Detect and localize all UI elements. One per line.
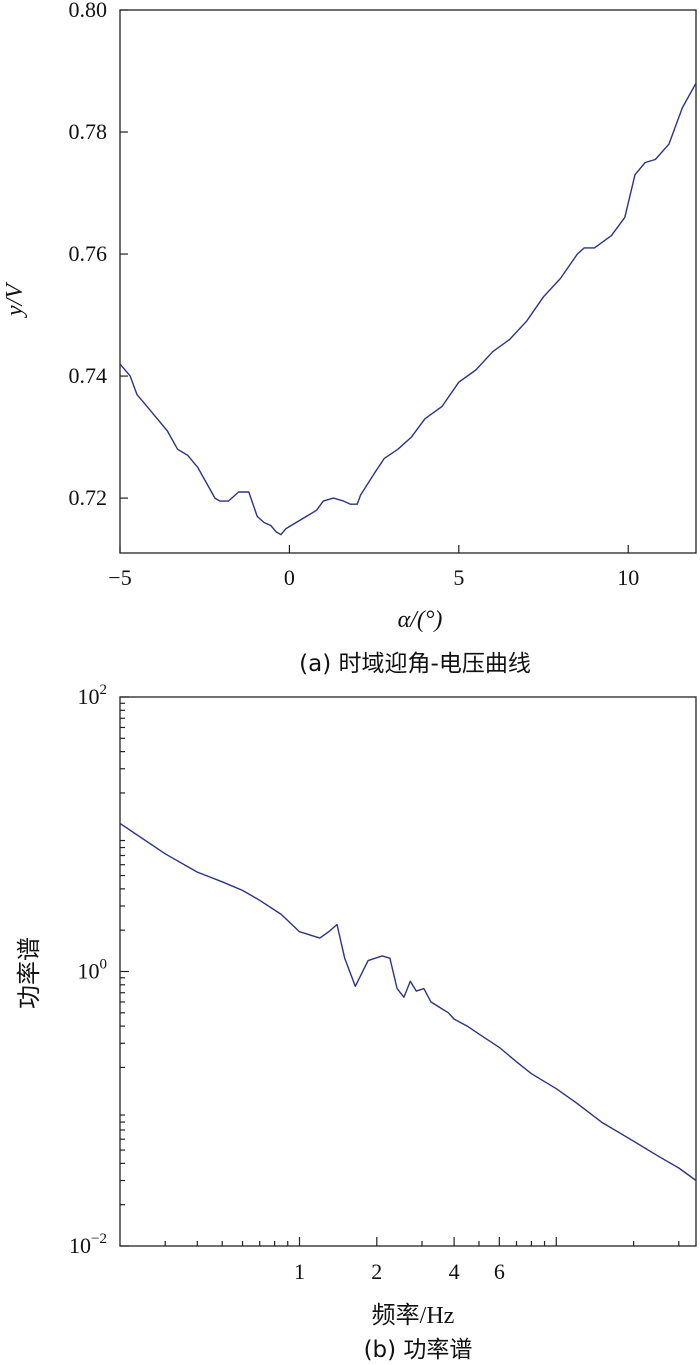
- panel-b-y-tick-label: 102: [78, 682, 108, 709]
- panel-a-caption: (a) 时域迎角-电压曲线: [299, 651, 531, 677]
- panel-b-x-tick-label: 1: [294, 1259, 305, 1284]
- panel-b-x-tick-label: 6: [494, 1259, 505, 1284]
- panel-a-y-tick-label: 0.72: [69, 485, 108, 510]
- panel-a-x-tick-label: 10: [617, 565, 639, 590]
- panel-b-x-tick-label: 4: [449, 1259, 460, 1284]
- panel-b-y-tick-label: 10−2: [69, 1231, 107, 1258]
- panel-b-caption: (b) 功率谱: [364, 1337, 473, 1363]
- panel-a-plot-frame: [119, 9, 697, 554]
- panel-b-y-axis-label: 功率谱: [16, 937, 43, 1009]
- panel-a-y-tick-label: 0.74: [69, 363, 108, 388]
- panel-a-x-tick-label: 0: [284, 565, 295, 590]
- panel-b-series-line: [119, 822, 697, 1182]
- panel-b-power-spectrum: 1 2 4 6 10−2 100 102 功率谱 频率/Hz (b) 功率谱: [16, 682, 697, 1363]
- panel-b-ticks: 1 2 4 6 10−2 100 102: [69, 682, 680, 1284]
- panel-a-x-tick-label: 5: [453, 565, 464, 590]
- panel-b-y-tick-label: 100: [78, 957, 108, 984]
- panel-b-x-tick-label: 2: [371, 1259, 382, 1284]
- panel-a-y-tick-label: 0.80: [69, 0, 108, 22]
- panel-a-y-tick-label: 0.76: [69, 241, 108, 266]
- panel-b-plot-frame: [119, 696, 697, 1247]
- panel-b-x-axis-label: 频率/Hz: [372, 1302, 455, 1329]
- panel-a-y-tick-label: 0.78: [69, 119, 108, 144]
- panel-a-series-line: [119, 82, 697, 536]
- panel-a-x-tick-label: −5: [108, 565, 131, 590]
- panel-a-y-axis-label: y/V: [2, 282, 28, 318]
- panel-a-voltage-curve: −5 0 5 10 0.72 0.74 0.76 0.78 0.80 y/V α/(°) (a)…: [2, 0, 697, 677]
- panel-a-ticks: −5 0 5 10 0.72 0.74 0.76 0.78 0.80: [69, 0, 640, 590]
- panel-a-x-axis-label: α/(°): [398, 607, 443, 633]
